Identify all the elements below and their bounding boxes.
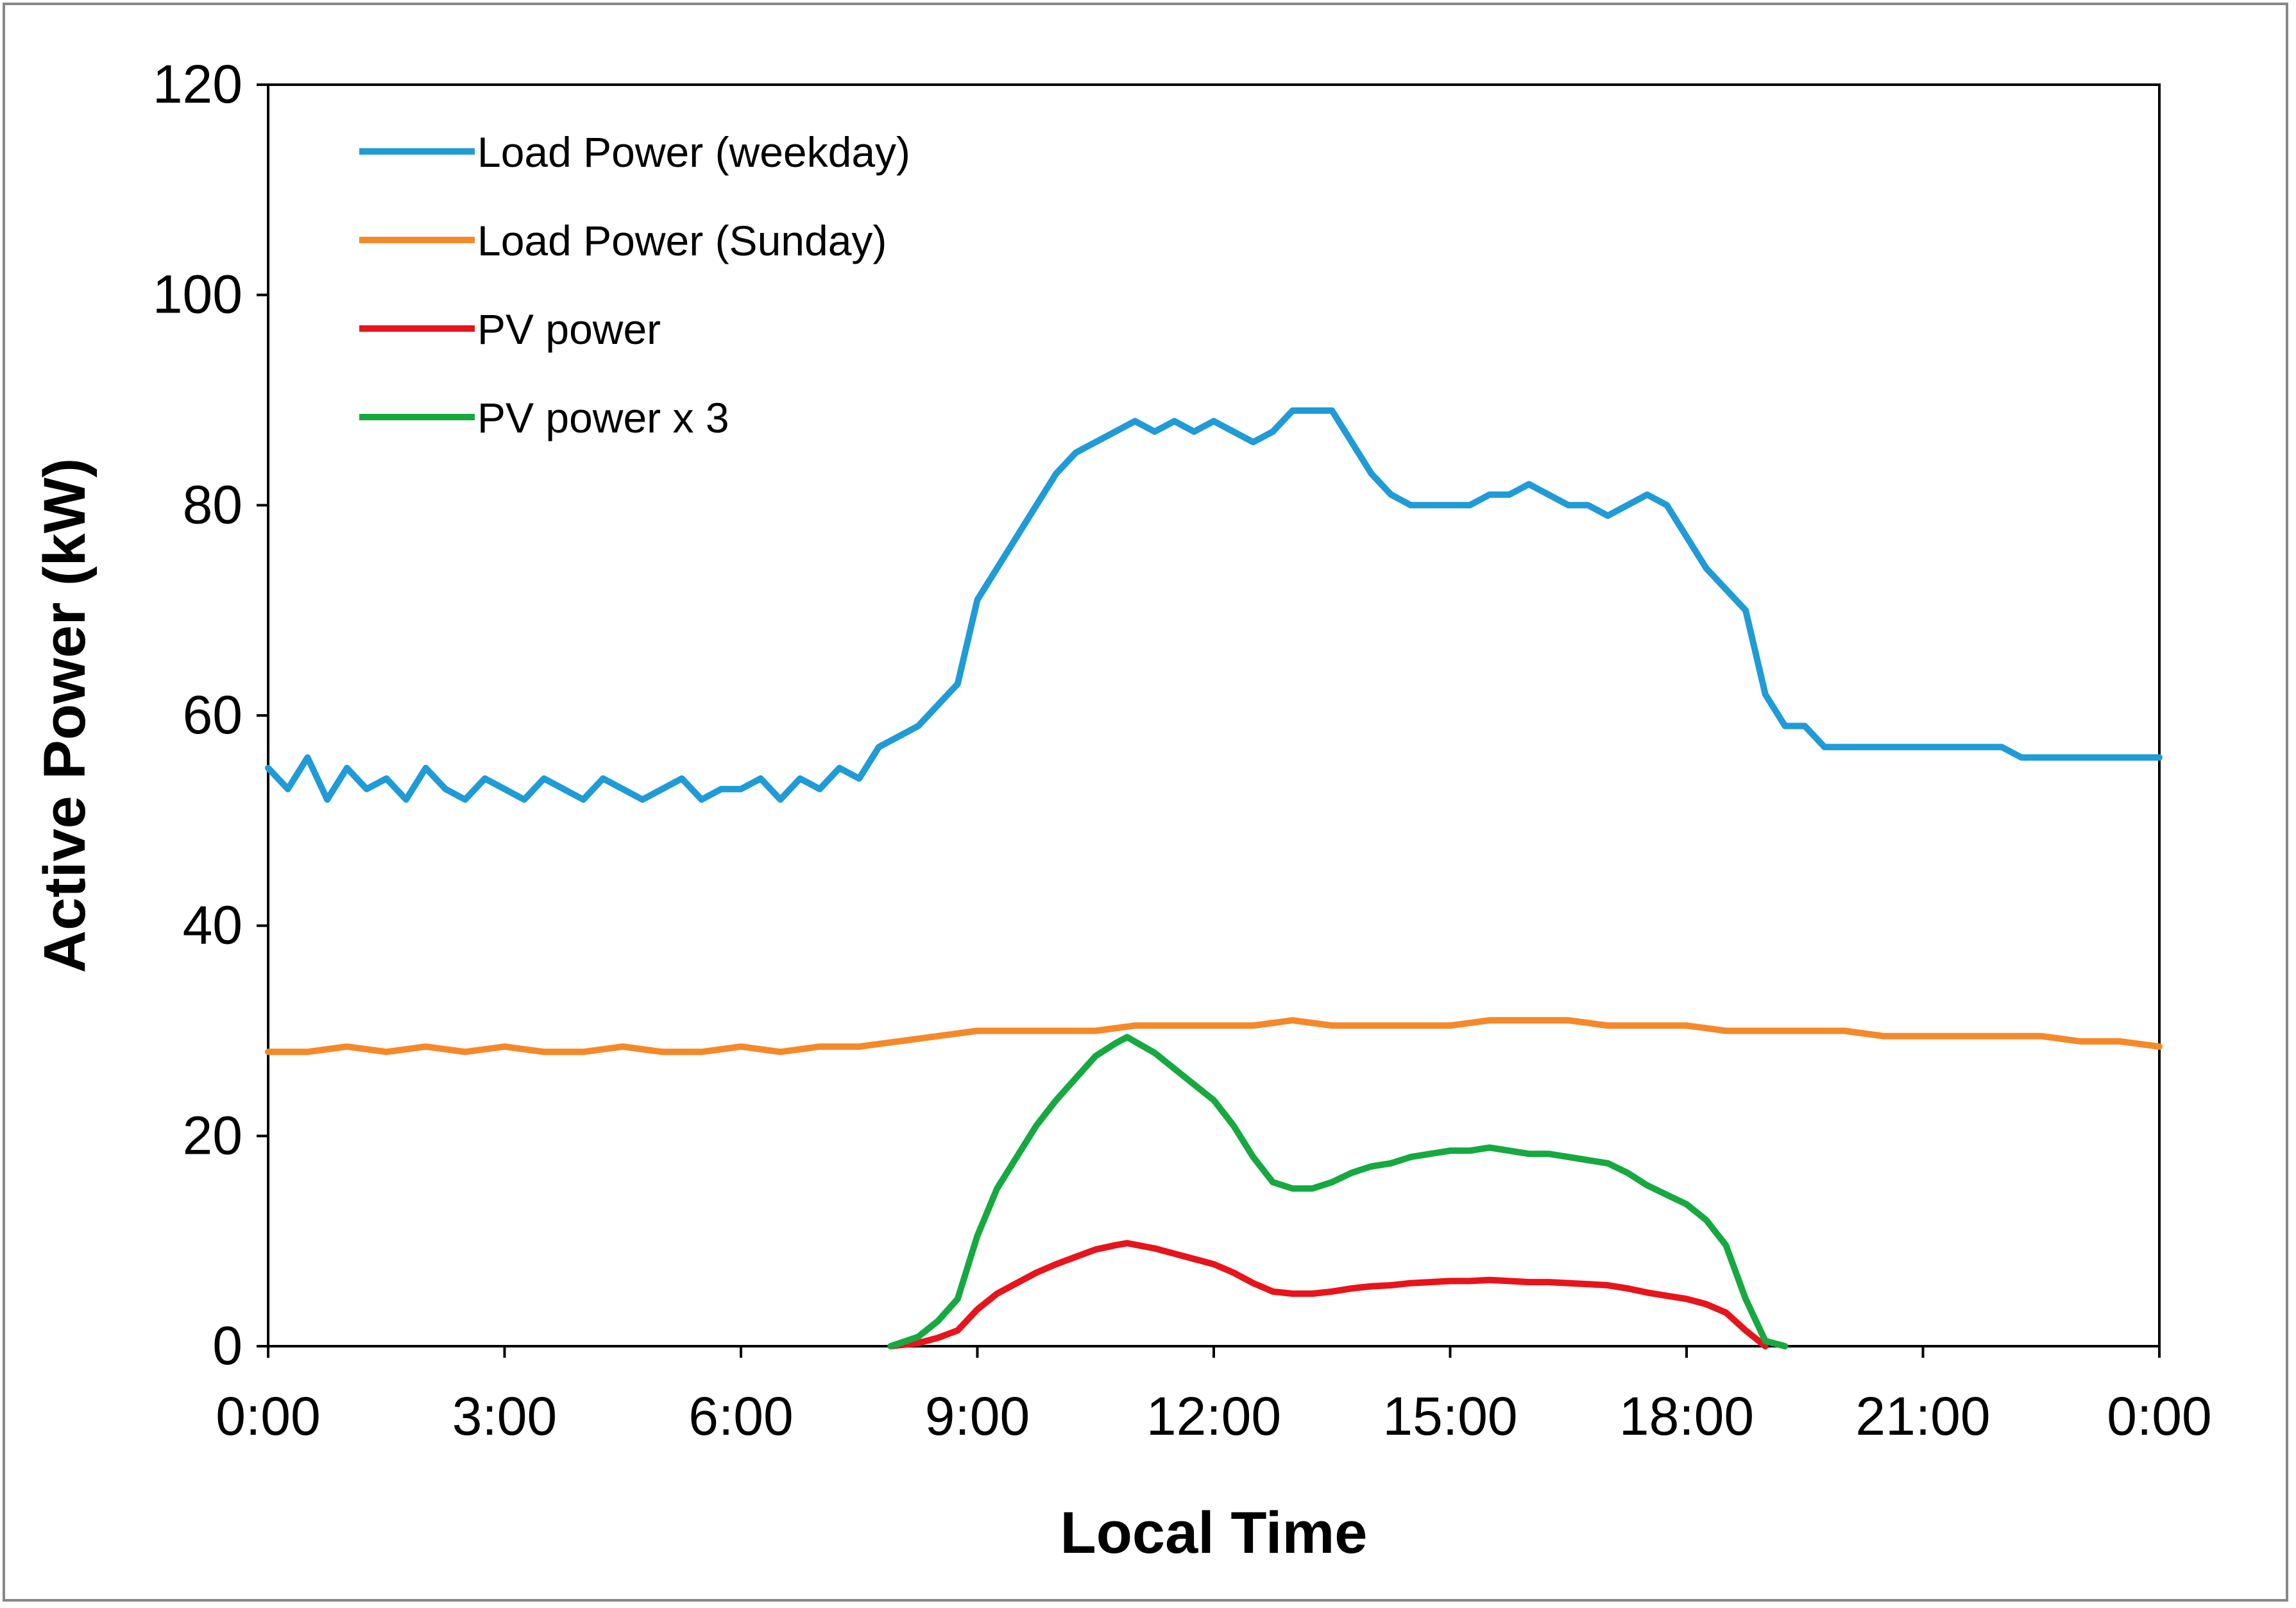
y-tick-label: 80 bbox=[183, 474, 242, 535]
x-tick-label: 6:00 bbox=[688, 1386, 794, 1446]
series-layer bbox=[265, 407, 2163, 1349]
series-line-2 bbox=[265, 1017, 2163, 1056]
x-axis-title: Local Time bbox=[1060, 1500, 1368, 1566]
y-tick-label: 0 bbox=[212, 1315, 242, 1376]
x-axis: 0:00 3:00 6:00 9:00 12:00 15:00 18:00 21:00 0:00 bbox=[216, 1346, 2212, 1446]
y-tick-label: 120 bbox=[153, 54, 242, 114]
series-line-3 bbox=[887, 1240, 1769, 1349]
x-tick-label: 12:00 bbox=[1146, 1386, 1281, 1446]
y-tick-label: 40 bbox=[183, 895, 242, 955]
x-tick-label: 15:00 bbox=[1382, 1386, 1517, 1446]
series-line-1 bbox=[265, 407, 2163, 803]
legend-label: PV power x 3 bbox=[477, 394, 729, 441]
x-tick-label: 3:00 bbox=[452, 1386, 557, 1446]
x-tick-label: 21:00 bbox=[1855, 1386, 1990, 1446]
plot-area bbox=[267, 83, 2161, 1347]
chart-frame bbox=[3, 3, 2288, 1602]
series-line-4 bbox=[887, 1034, 1789, 1349]
legend: Load Power (weekday) Load Power (Sunday) P… bbox=[359, 128, 910, 441]
y-tick-label: 60 bbox=[183, 685, 242, 745]
x-tick-label: 9:00 bbox=[925, 1386, 1030, 1446]
y-tick-label: 20 bbox=[183, 1105, 242, 1165]
x-tick-label: 0:00 bbox=[2107, 1386, 2212, 1446]
y-axis-title: Active Power (kW) bbox=[32, 458, 98, 973]
x-tick-label: 0:00 bbox=[216, 1386, 321, 1446]
y-tick-label: 100 bbox=[153, 264, 242, 325]
x-tick-label: 18:00 bbox=[1619, 1386, 1754, 1446]
legend-label: PV power bbox=[477, 305, 661, 353]
legend-label: Load Power (weekday) bbox=[477, 128, 910, 176]
y-axis: 0 20 40 60 80 100 120 bbox=[153, 54, 268, 1376]
legend-label: Load Power (Sunday) bbox=[477, 217, 887, 264]
